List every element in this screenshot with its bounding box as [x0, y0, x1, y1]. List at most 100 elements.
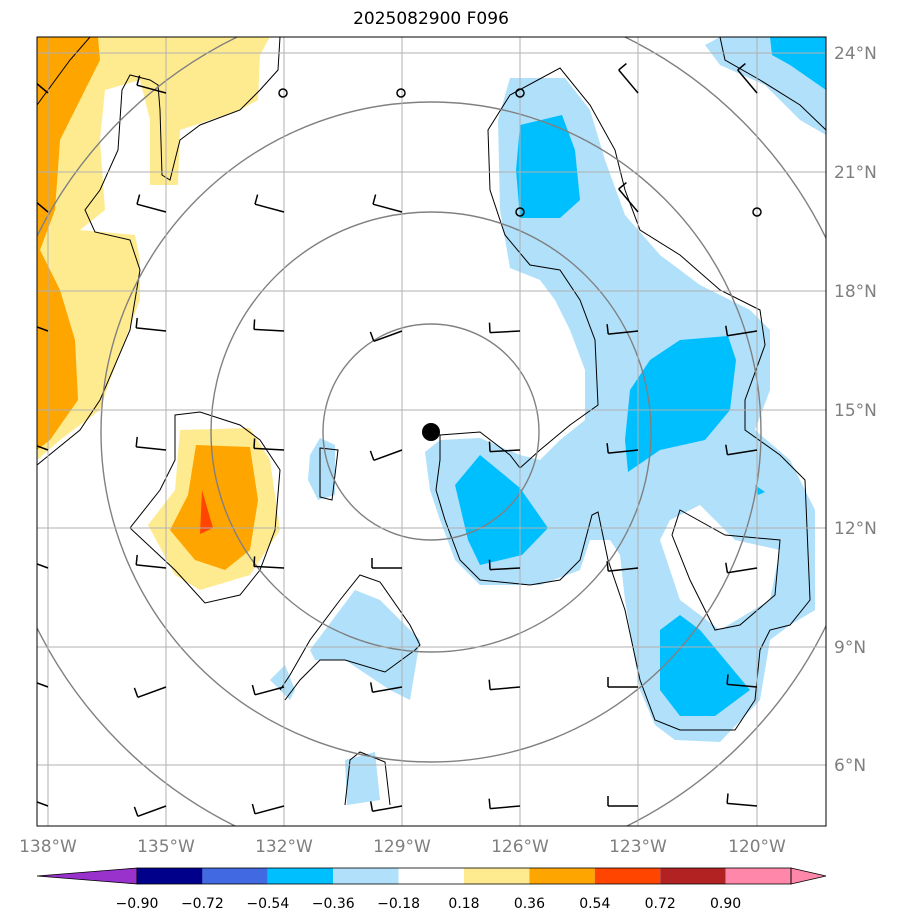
range-rings	[37, 37, 826, 826]
wind-barb-flag	[369, 801, 374, 812]
colorbar-bin	[464, 868, 530, 884]
wind-barb-flag	[253, 438, 256, 449]
wind-barb-staff	[618, 188, 639, 213]
wind-barb-staff	[618, 69, 639, 94]
wind-barb-staff	[372, 686, 403, 693]
wind-barb-flag	[372, 194, 377, 205]
map-title: 2025082900 F096	[353, 9, 509, 29]
wind-barb-staff	[608, 449, 639, 454]
lat-tick-label: 12°N	[834, 519, 877, 539]
wind-barb-flag	[725, 562, 729, 573]
wind-barb-flag	[136, 75, 141, 86]
wind-barb-staff	[254, 805, 285, 815]
colorbar-high-extend	[790, 867, 827, 885]
wind-barb-flag	[725, 444, 729, 455]
wind-barb-flag	[254, 194, 259, 205]
colorbar-bin	[660, 868, 726, 884]
graticule	[37, 37, 826, 826]
wind-barb-staff	[254, 686, 285, 696]
wind-barb-staff	[373, 449, 403, 462]
wind-barb-staff	[253, 328, 285, 332]
wind-barb-staff	[490, 686, 521, 691]
wind-barb-flag	[618, 63, 627, 71]
positive-anomaly-fill	[37, 37, 280, 590]
wind-barb-staff	[373, 330, 403, 343]
wind-barb-staff	[737, 69, 758, 94]
calm-circle	[278, 88, 288, 98]
wind-barb-staff	[37, 82, 49, 94]
lon-tick-label: 138°W	[19, 837, 77, 857]
lon-tick-label: 129°W	[373, 837, 431, 857]
wind-barb-staff	[253, 565, 285, 569]
lon-tick-label: 135°W	[137, 837, 195, 857]
lat-tick-label: 15°N	[834, 401, 877, 421]
wind-barb-flag	[488, 322, 491, 333]
colorbar-label: 0.72	[645, 896, 676, 912]
colorbar-label: 0.90	[710, 896, 741, 912]
wind-barb-flag	[136, 194, 141, 205]
colorbar-label: −0.72	[181, 896, 224, 912]
colorbar-bin	[267, 868, 334, 884]
wind-barb-staff	[489, 567, 521, 571]
wind-barb-flag	[725, 325, 729, 336]
wind-barb-staff	[37, 201, 49, 213]
colorbar: −0.90 −0.72 −0.54 −0.36 −0.18 0.18 0.36 …	[36, 867, 827, 912]
wind-barb-flag	[135, 554, 138, 565]
wind-barb-staff	[136, 446, 167, 451]
wind-barb-flag	[20, 311, 23, 320]
latitude-ticks: 24°N 21°N 18°N 15°N 12°N 9°N 6°N	[834, 44, 877, 776]
wind-barb-flag	[726, 674, 729, 685]
wind-barb-flag	[133, 687, 139, 698]
lon-tick-label: 132°W	[255, 837, 313, 857]
lon-tick-label: 126°W	[491, 837, 549, 857]
wind-barb-flag	[488, 798, 491, 809]
colorbar-label: 0.18	[448, 896, 479, 912]
wind-barbs	[20, 63, 758, 818]
colorbar-bin	[725, 868, 791, 884]
wind-barb-flag	[20, 548, 23, 557]
wind-barb-flag	[369, 331, 375, 342]
storm-center-marker	[422, 423, 440, 441]
lat-tick-label: 21°N	[834, 163, 877, 183]
wind-barb-flag	[20, 786, 23, 795]
wind-barb-staff	[727, 802, 758, 807]
lon-tick-label: 123°W	[609, 837, 667, 857]
colorbar-bin	[398, 868, 464, 884]
wind-barb-staff	[136, 564, 167, 569]
wind-barb-flag	[253, 556, 256, 567]
wind-barb-staff	[37, 682, 49, 688]
wind-barb-flag	[606, 561, 609, 572]
calm-wind-circles	[278, 88, 762, 217]
colorbar-low-extend	[36, 867, 138, 885]
lat-tick-label: 24°N	[834, 44, 877, 64]
wind-barb-flag	[20, 667, 23, 676]
wind-barb-staff	[490, 805, 521, 810]
colorbar-label: 0.36	[514, 896, 545, 912]
wind-barb-flag	[618, 182, 627, 190]
wind-barb-flag	[133, 806, 139, 817]
wind-barb-staff	[37, 563, 49, 569]
wind-barb-staff	[136, 84, 167, 94]
wind-barb-flag	[488, 679, 491, 690]
wind-barb-staff	[137, 805, 167, 818]
calm-circle	[396, 88, 406, 98]
wind-barb-staff	[137, 686, 167, 699]
colorbar-label: −0.90	[116, 896, 159, 912]
wind-barb-staff	[372, 203, 403, 213]
colorbar-bin	[529, 868, 595, 884]
lat-tick-label: 6°N	[834, 756, 866, 776]
wind-barb-staff	[489, 449, 521, 453]
wind-barb-staff	[37, 445, 49, 451]
wind-barb-flag	[135, 317, 138, 328]
wind-barb-staff	[136, 203, 167, 213]
calm-circle	[515, 88, 525, 98]
calm-circle	[752, 207, 762, 217]
wind-barb-staff	[608, 567, 639, 572]
wind-barb-flag	[726, 793, 729, 804]
colorbar-label: 0.54	[579, 896, 610, 912]
wind-barb-flag	[369, 450, 375, 461]
colorbar-label: −0.18	[377, 896, 420, 912]
colorbar-label: −0.54	[246, 896, 289, 912]
wind-barb-staff	[489, 330, 521, 334]
